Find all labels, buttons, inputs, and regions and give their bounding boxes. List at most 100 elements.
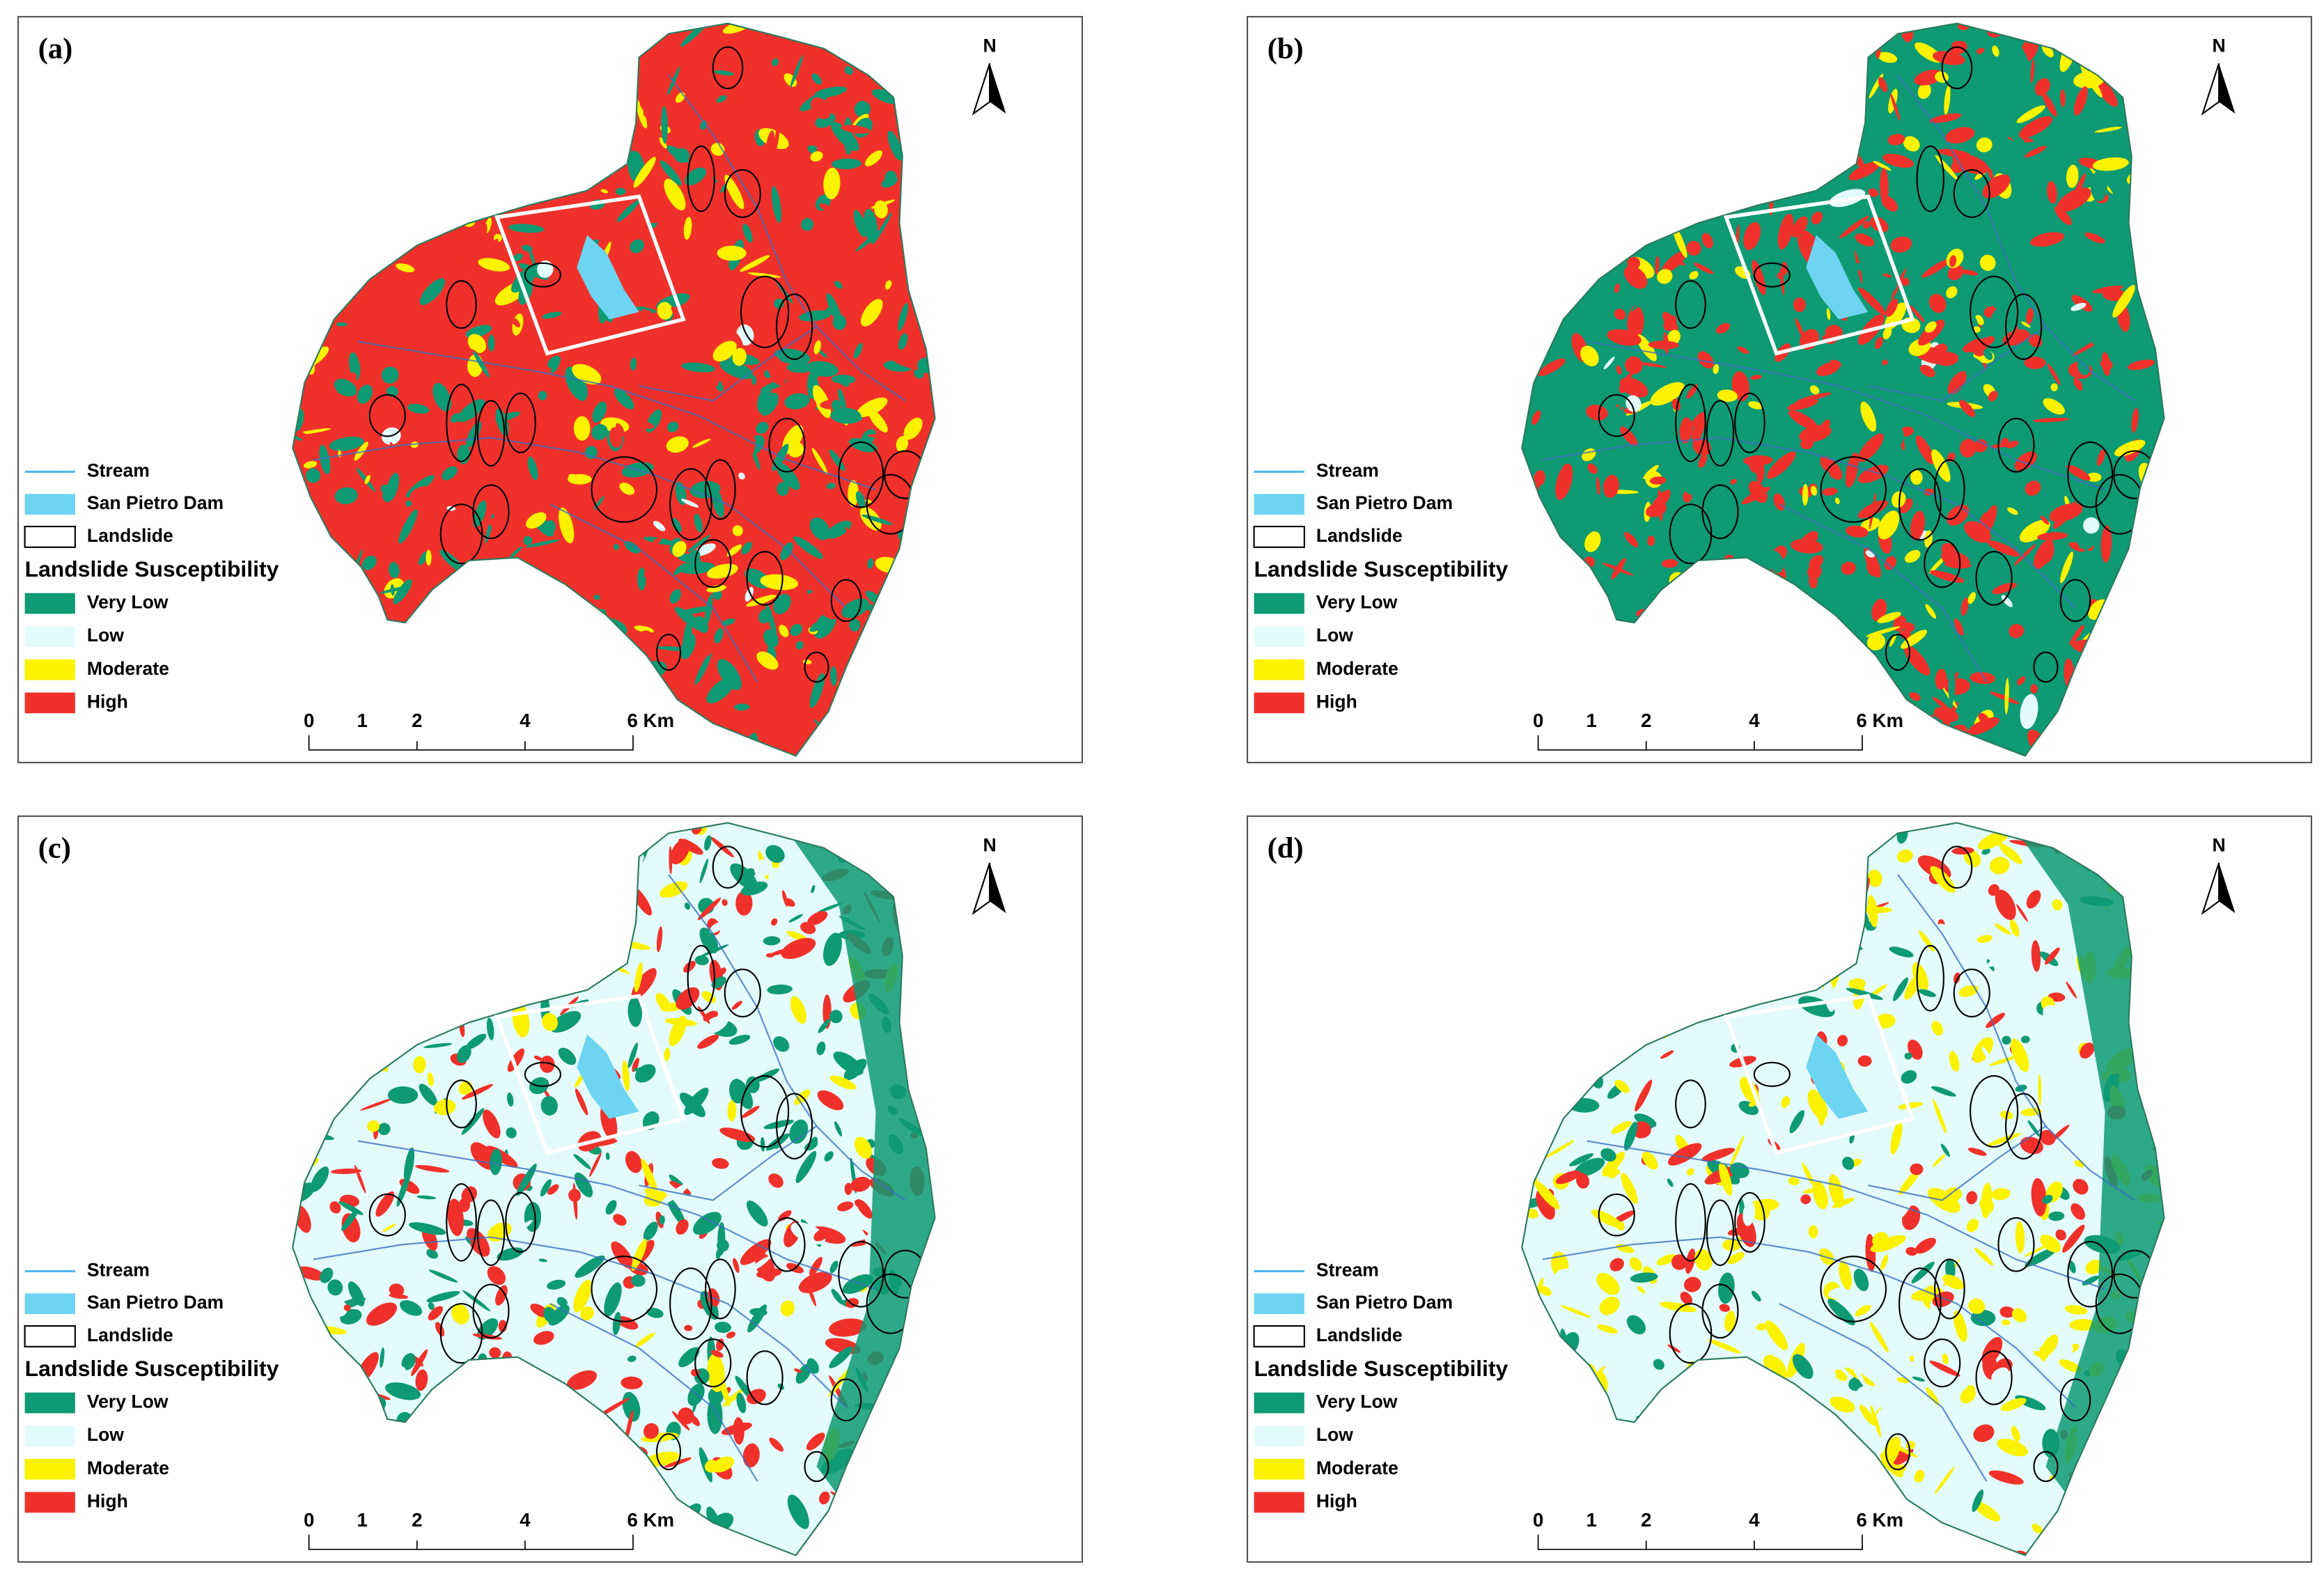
study-box xyxy=(494,994,686,1155)
susceptibility-patch xyxy=(1933,1099,1947,1134)
susceptibility-patch xyxy=(2018,116,2053,139)
susceptibility-patch xyxy=(2083,517,2100,534)
susceptibility-patch xyxy=(1869,448,1896,475)
legend-label: High xyxy=(1316,1490,1357,1511)
susceptibility-patch xyxy=(700,1290,719,1320)
landslide xyxy=(1970,275,2019,348)
legend-swatch xyxy=(24,1325,76,1347)
susceptibility-patch xyxy=(566,1370,598,1390)
susceptibility-patch xyxy=(831,375,856,384)
susceptibility-patch xyxy=(760,574,799,591)
susceptibility-patch xyxy=(426,549,432,566)
susceptibility-patch xyxy=(775,515,788,528)
susceptibility-patch xyxy=(511,318,520,328)
susceptibility-patch xyxy=(764,130,775,168)
susceptibility-patch xyxy=(1945,127,1975,144)
susceptibility-patch xyxy=(573,1154,591,1170)
susceptibility-patch xyxy=(747,1200,768,1227)
susceptibility-patch xyxy=(605,1152,610,1160)
scale-label: 1 xyxy=(357,1509,367,1531)
susceptibility-patch xyxy=(659,136,667,149)
legend-label: Moderate xyxy=(87,658,169,679)
susceptibility-patch xyxy=(537,260,554,278)
susceptibility-patch xyxy=(1860,401,1877,432)
landslide xyxy=(669,1267,712,1341)
susceptibility-patch xyxy=(2073,173,2086,199)
legend-label: Very Low xyxy=(87,592,169,613)
susceptibility-patch xyxy=(742,1443,760,1468)
susceptibility-patch xyxy=(361,312,383,328)
susceptibility-patch xyxy=(1966,1219,1979,1233)
susceptibility-patch xyxy=(1989,857,2010,875)
susceptibility-patch xyxy=(624,541,640,554)
susceptibility-patch xyxy=(1949,255,1957,267)
susceptibility-patch xyxy=(545,327,554,336)
susceptibility-patch xyxy=(1683,478,1700,495)
landslide xyxy=(476,400,506,467)
legend-label: Landslide xyxy=(87,1325,173,1345)
susceptibility-patch xyxy=(451,1304,469,1325)
susceptibility-patch xyxy=(680,562,715,575)
susceptibility-patch xyxy=(348,372,357,382)
susceptibility-patch xyxy=(780,542,793,561)
susceptibility-patch xyxy=(1621,1173,1638,1204)
susceptibility-patch xyxy=(1881,1436,1901,1468)
susceptibility-patch xyxy=(741,1105,760,1118)
susceptibility-patch xyxy=(697,1034,719,1049)
susceptibility-patch xyxy=(442,466,458,481)
susceptibility-patch xyxy=(1988,391,1998,402)
susceptibility-patch xyxy=(1909,692,1921,701)
susceptibility-patch xyxy=(829,1346,853,1368)
scale-label: 4 xyxy=(1749,1509,1760,1531)
susceptibility-patch xyxy=(2043,1005,2060,1022)
susceptibility-patch xyxy=(2011,1284,2031,1301)
susceptibility-patch xyxy=(892,359,919,370)
susceptibility-patch xyxy=(457,1045,471,1063)
landslide xyxy=(768,1217,806,1272)
landslide xyxy=(368,393,406,437)
susceptibility-patch xyxy=(2024,357,2046,369)
susceptibility-patch xyxy=(2042,92,2057,117)
susceptibility-patch xyxy=(685,167,707,186)
susceptibility-patch xyxy=(732,347,747,366)
susceptibility-patch xyxy=(1580,345,1599,367)
susceptibility-patch xyxy=(666,1196,686,1226)
susceptibility-patch xyxy=(787,1494,809,1529)
study-box xyxy=(1723,194,1915,356)
susceptibility-patch xyxy=(508,224,545,233)
legend-swatch xyxy=(1253,526,1305,548)
susceptibility-patch xyxy=(1826,308,1831,320)
susceptibility-patch xyxy=(2066,164,2079,189)
susceptibility-patch xyxy=(1858,287,1887,315)
susceptibility-patch xyxy=(760,1136,765,1152)
susceptibility-patch xyxy=(734,703,750,711)
susceptibility-patch xyxy=(809,673,825,708)
susceptibility-patch xyxy=(2001,1319,2011,1326)
susceptibility-patch xyxy=(1737,346,1749,354)
susceptibility-patch xyxy=(669,845,673,875)
susceptibility-patch xyxy=(2009,133,2025,144)
susceptibility-patch xyxy=(790,996,806,1024)
susceptibility-patch xyxy=(643,87,657,117)
susceptibility-patch xyxy=(664,1018,697,1026)
susceptibility-patch xyxy=(1679,417,1692,444)
north-label: N xyxy=(983,835,997,856)
susceptibility-patch xyxy=(1932,1153,1946,1167)
susceptibility-patch xyxy=(831,399,841,411)
stream xyxy=(357,1140,876,1290)
susceptibility-patch xyxy=(1885,1195,1912,1224)
susceptibility-patch xyxy=(814,86,848,98)
susceptibility-patch xyxy=(627,419,655,429)
susceptibility-patch xyxy=(1945,1258,1956,1280)
susceptibility-patch xyxy=(1914,1469,1925,1483)
susceptibility-patch xyxy=(1698,453,1708,468)
susceptibility-patch xyxy=(771,918,778,926)
susceptibility-patch xyxy=(614,388,634,409)
landslide xyxy=(1997,417,2035,473)
scale-label: 6 Km xyxy=(1857,710,1904,731)
susceptibility-patch xyxy=(1533,470,1545,487)
susceptibility-patch xyxy=(749,1308,767,1317)
susceptibility-patch xyxy=(731,1001,742,1010)
susceptibility-patch xyxy=(641,1158,657,1194)
susceptibility-patch xyxy=(1752,260,1766,295)
